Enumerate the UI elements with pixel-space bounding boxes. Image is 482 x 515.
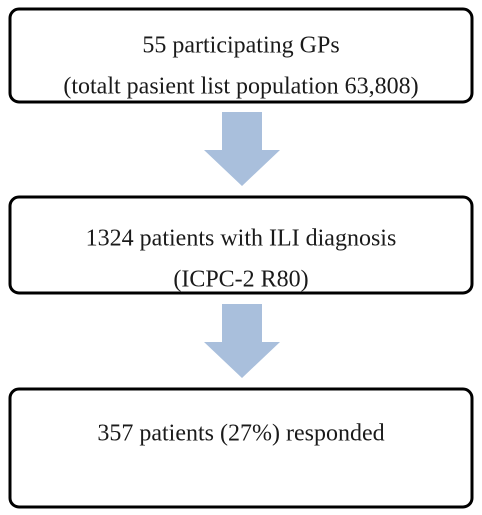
box <box>8 7 474 104</box>
box-text: 1324 patients with ILI diagnosis <box>86 226 397 252</box>
arrow <box>204 112 280 186</box>
box <box>8 195 474 295</box>
arrow <box>204 304 280 378</box>
box-text: (totalt pasient list population 63,808) <box>63 74 418 100</box>
box-text: 357 patients (27%) responded <box>97 421 384 447</box>
box-text: 55 participating GPs <box>142 33 339 59</box>
box <box>8 387 474 509</box>
box-text: (ICPC-2 R80) <box>173 267 308 293</box>
